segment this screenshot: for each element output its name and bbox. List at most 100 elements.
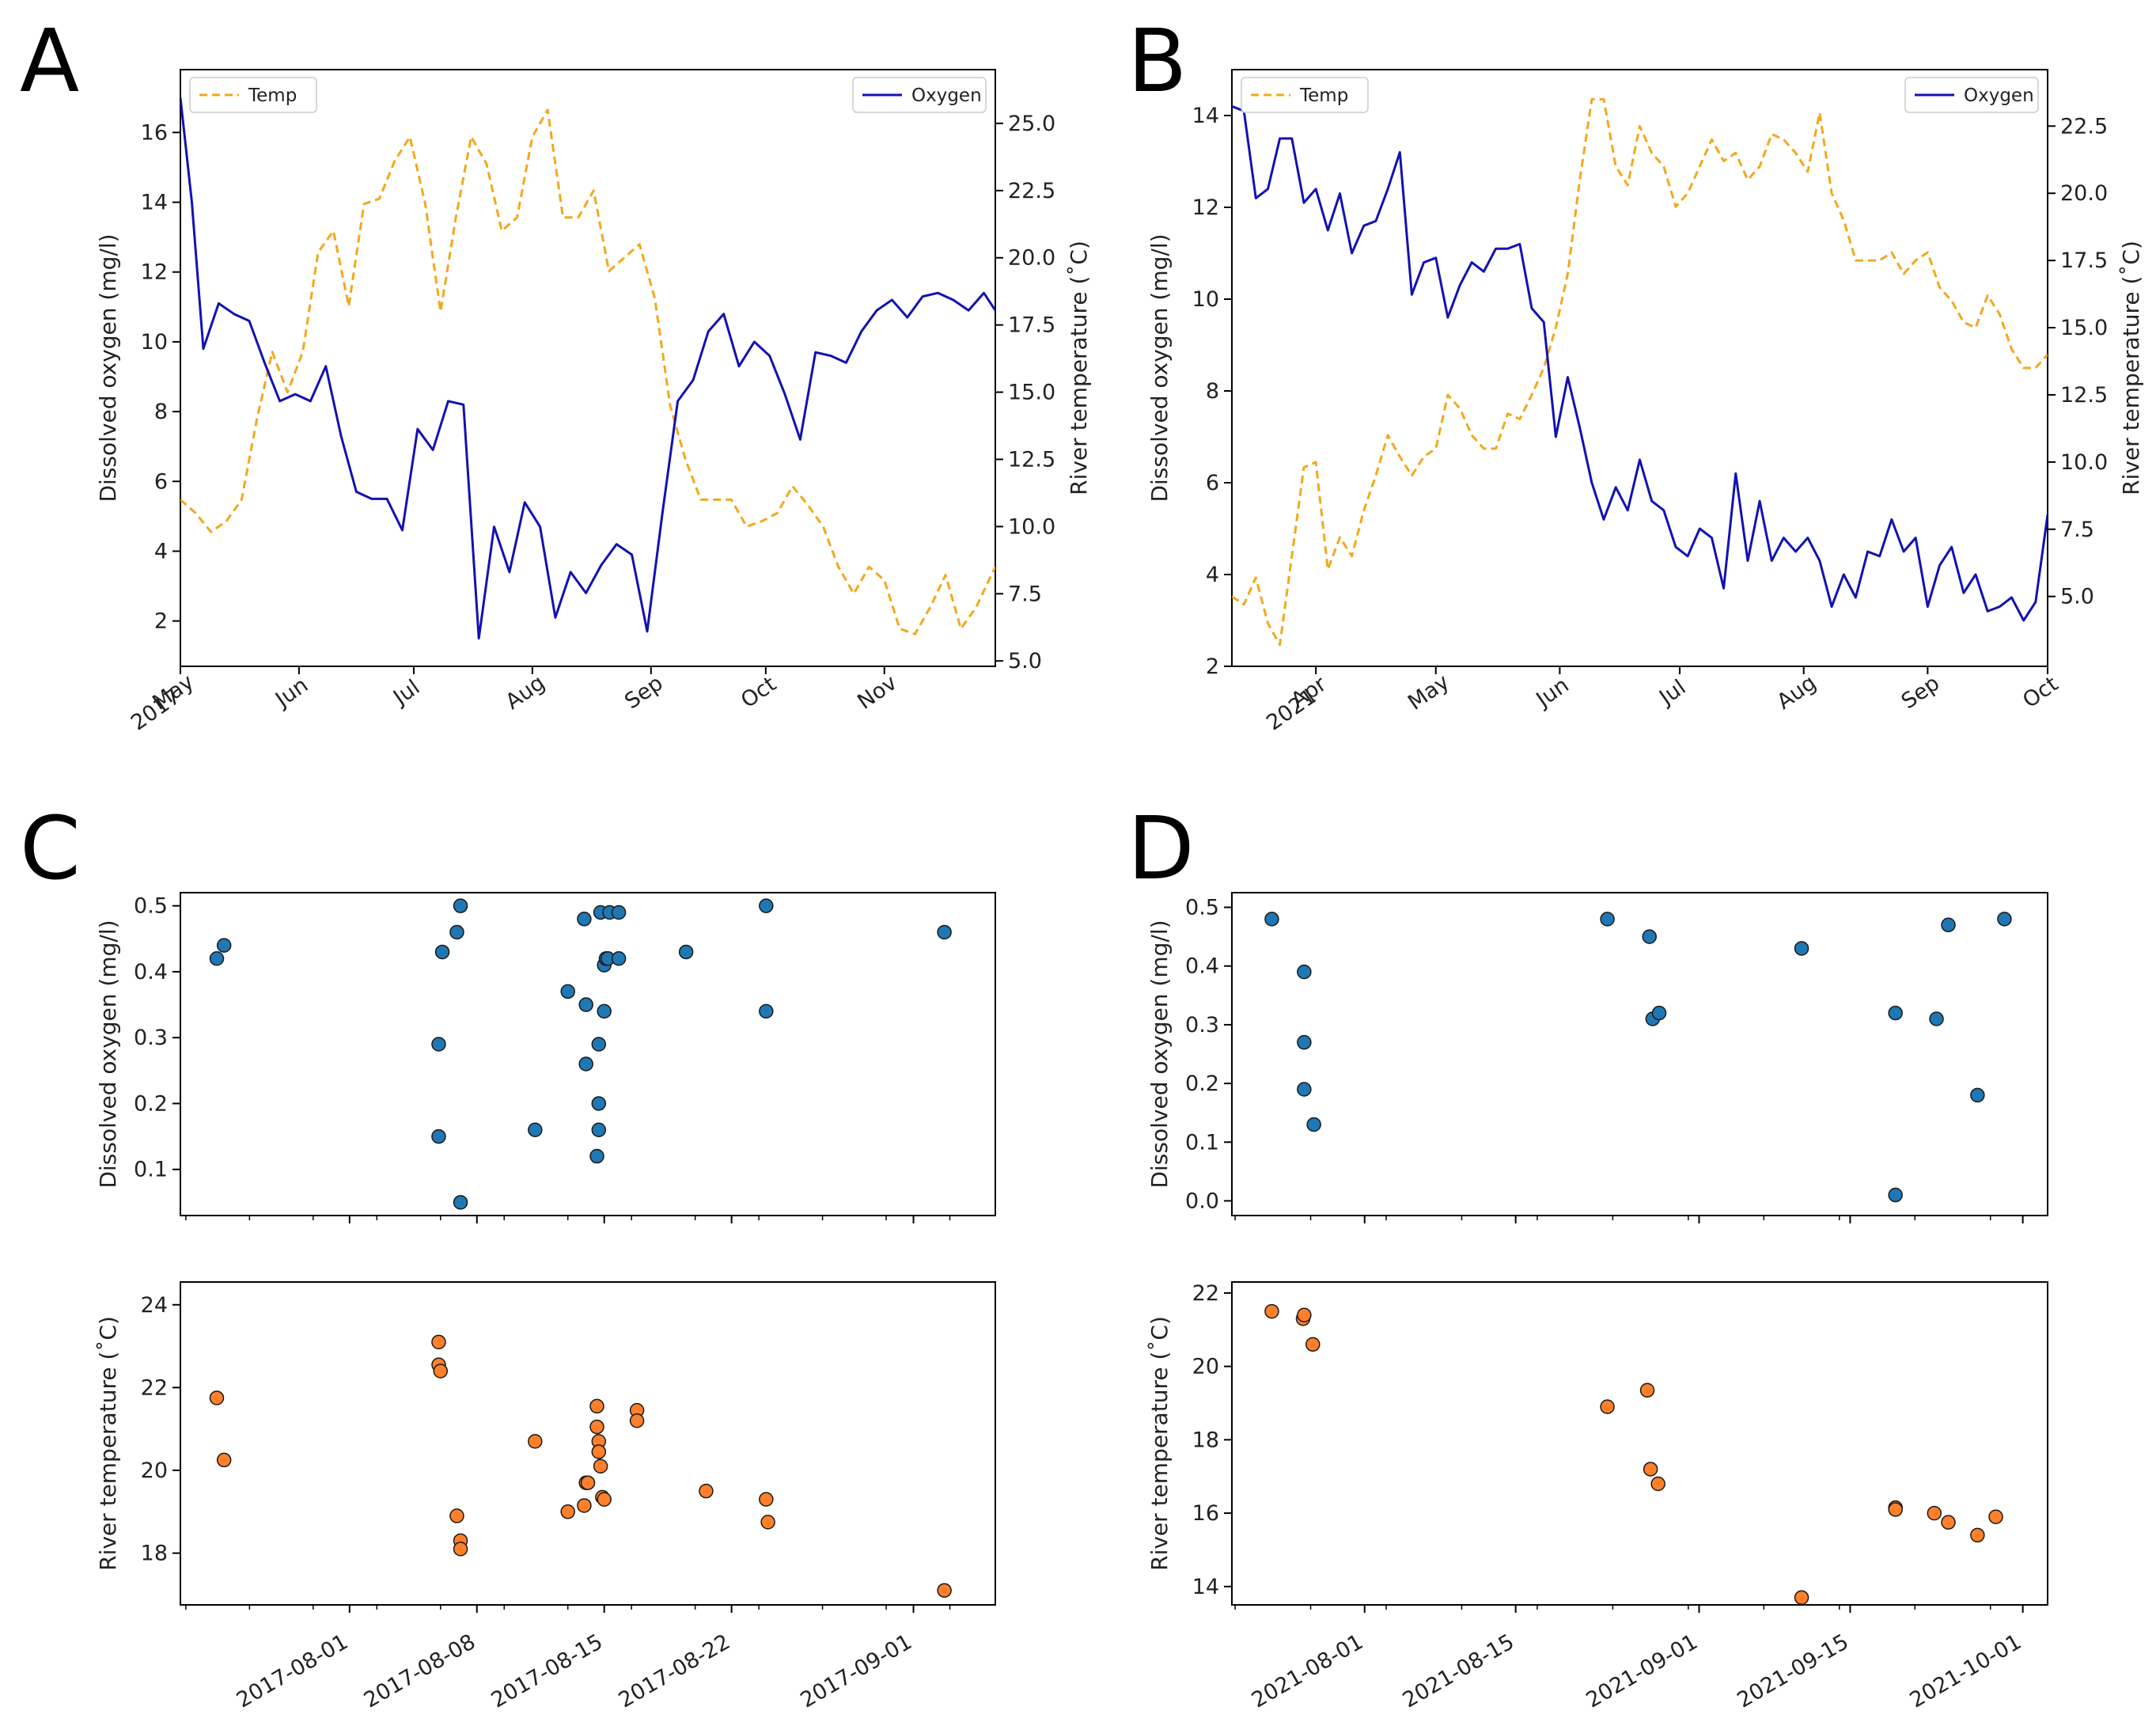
b-legend-oxygen-label: Oxygen	[1964, 85, 2034, 106]
c-do-ytick-label: 0.2	[134, 1091, 168, 1116]
c-do-point	[431, 1037, 446, 1052]
c-temp-point	[449, 1508, 464, 1523]
d-do-point	[1929, 1011, 1944, 1026]
c-temp-point	[589, 1419, 604, 1435]
c-do-ytick-label: 0.5	[134, 894, 168, 919]
d-do-ytick-label: 0.3	[1185, 1013, 1219, 1037]
a-series-oxygen	[180, 97, 995, 640]
d-xtick-label: 2021-08-01	[1248, 1629, 1367, 1713]
d-temp-ytick-label: 14	[1192, 1575, 1219, 1599]
c-do-frame	[180, 892, 996, 1216]
a-legend-oxygen-box	[852, 77, 987, 113]
c-do-point	[434, 944, 450, 960]
a-legend-temp-box	[189, 77, 317, 113]
b-ytick-label: 10	[1192, 287, 1219, 312]
c-temp-point	[528, 1434, 543, 1449]
d-do-point	[1264, 912, 1279, 927]
d-temp-point	[1988, 1509, 2003, 1524]
c-temp-ytick-label: 24	[141, 1293, 168, 1318]
a-xtick-label: Oct	[737, 672, 781, 713]
c-temp-point	[577, 1498, 592, 1513]
d-temp-point	[1650, 1476, 1665, 1492]
d-temp-point	[1639, 1383, 1655, 1398]
b-y2tick-label: 7.5	[2060, 518, 2094, 542]
a-y2tick-label: 7.5	[1008, 582, 1042, 606]
a-y2tick-label: 15.0	[1008, 381, 1055, 405]
b-ytick-label: 12	[1192, 195, 1219, 220]
c-do-point	[431, 1128, 446, 1144]
a-ytick-label: 8	[154, 400, 168, 424]
c-do-point	[678, 944, 694, 960]
c-do-point	[560, 984, 575, 999]
c-xtick-label: 2017-09-01	[797, 1629, 916, 1713]
a-y2tick-label: 25.0	[1008, 112, 1055, 136]
a-ytick-label: 6	[154, 469, 168, 494]
panel-letter-b: B	[1127, 10, 1187, 112]
a-xtick-label: Jun	[270, 673, 313, 713]
b-xtick-label: Jul	[1654, 675, 1690, 711]
a-ytick-label: 16	[141, 120, 168, 145]
a-xtick-label: Jul	[388, 675, 424, 711]
c-temp-point	[589, 1398, 604, 1414]
c-do-point	[209, 951, 225, 966]
a-legend-oxygen-label: Oxygen	[911, 85, 982, 106]
b-ytick-label: 8	[1206, 379, 1219, 404]
c-temp-point	[453, 1542, 468, 1557]
c-do-point	[759, 898, 774, 913]
c-do-point	[591, 1096, 607, 1111]
d-temp-point	[1927, 1505, 1942, 1521]
b-ytick-label: 6	[1206, 471, 1219, 495]
d-xtick-label: 2021-09-15	[1734, 1629, 1853, 1713]
c-temp-point	[560, 1504, 575, 1519]
c-temp-point	[216, 1452, 232, 1468]
d-do-point	[1888, 1005, 1903, 1021]
c-temp-point	[937, 1583, 952, 1598]
a-xtick-label: Sep	[620, 671, 667, 715]
b-ylabel: Dissolved oxygen (mg/l)	[1146, 233, 1173, 502]
d-do-point	[1941, 917, 1956, 933]
d-do-point	[1651, 1005, 1667, 1021]
c-do-point	[759, 1003, 774, 1019]
d-temp-frame	[1231, 1281, 2048, 1606]
c-do-point	[449, 924, 464, 940]
c-temp-point	[580, 1475, 596, 1490]
d-temp-point	[1264, 1303, 1279, 1319]
c-xtick-label: 2017-08-22	[615, 1629, 734, 1713]
c-temp-ytick-label: 22	[141, 1375, 168, 1400]
c-do-ytick-label: 0.4	[134, 960, 168, 984]
c-temp-frame	[180, 1281, 996, 1606]
a-y2tick-label: 10.0	[1008, 514, 1055, 539]
d-temp-ytick-label: 18	[1192, 1428, 1219, 1452]
a-plot-frame	[180, 69, 996, 667]
c-do-point	[453, 1195, 468, 1210]
b-xtick-label: May	[1404, 669, 1454, 715]
b-legend-oxygen-box	[1904, 77, 2039, 113]
c-temp-point	[431, 1334, 446, 1350]
c-do-point	[597, 1003, 612, 1019]
c-do-point	[611, 951, 627, 966]
a-ytick-label: 14	[141, 191, 168, 215]
a-ytick-label: 4	[154, 539, 168, 563]
panel-letter-d: D	[1127, 798, 1195, 899]
b-xtick-label: Sep	[1897, 671, 1944, 715]
d-do-point	[1600, 912, 1615, 927]
a-y2tick-label: 20.0	[1008, 246, 1055, 271]
d-do-point	[1297, 1082, 1312, 1097]
d-do-ytick-label: 0.5	[1185, 896, 1219, 920]
d-temp-point	[1888, 1502, 1903, 1517]
d-do-point	[1794, 941, 1809, 956]
a-y2tick-label: 17.5	[1008, 313, 1055, 338]
d-temp-ylabel: River temperature (˚C)	[1146, 1316, 1173, 1571]
b-y2tick-label: 22.5	[2060, 114, 2108, 138]
c-do-point	[453, 898, 468, 913]
b-y2tick-label: 20.0	[2060, 181, 2108, 206]
d-xtick-label: 2021-09-01	[1582, 1629, 1702, 1713]
b-xtick-label: Jun	[1531, 673, 1574, 713]
d-do-ytick-label: 0.1	[1185, 1130, 1219, 1155]
b-ytick-label: 4	[1206, 563, 1219, 587]
b-y2label: River temperature (˚C)	[2118, 241, 2144, 495]
d-do-ylabel: Dissolved oxygen (mg/l)	[1146, 920, 1173, 1188]
a-series-temp	[180, 108, 995, 635]
b-ytick-label: 2	[1206, 654, 1219, 679]
